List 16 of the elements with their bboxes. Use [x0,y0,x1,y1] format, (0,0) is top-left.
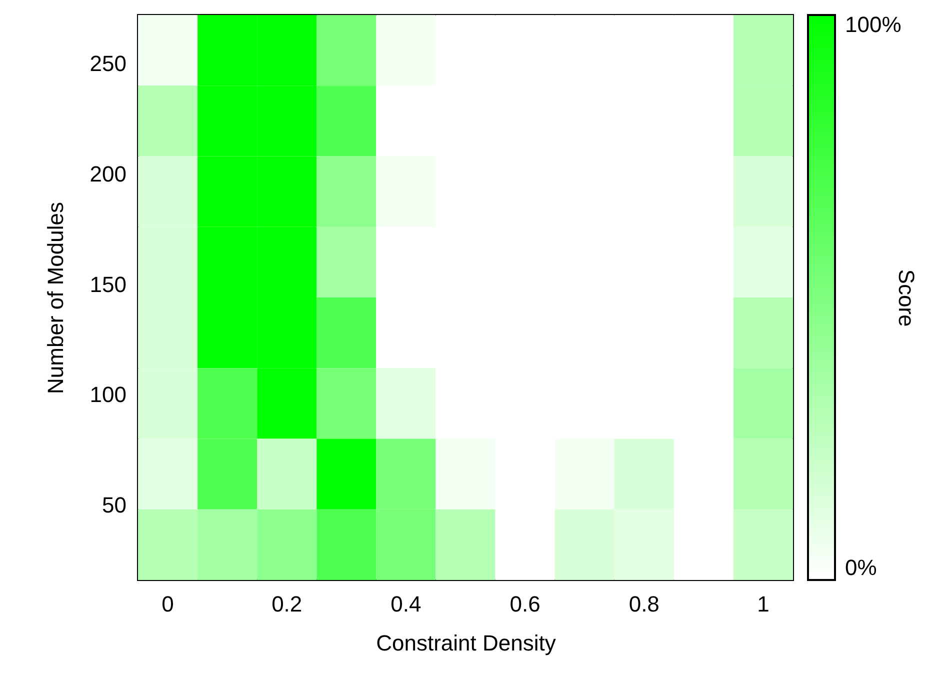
x-tick-label: 0 [162,592,174,616]
y-axis-title: Number of Modules [42,202,68,394]
color-bar-label: 100% [845,12,902,37]
y-tick-label: 250 [90,51,126,76]
x-tick-label: 0.6 [510,592,540,616]
y-tick-label: 200 [90,161,126,186]
color-bar-title: Score [894,269,919,327]
x-tick-label: 0.2 [272,592,302,616]
x-tick-label: 1 [757,592,770,616]
x-tick-label: 0.8 [628,592,660,616]
y-tick-label: 150 [90,272,126,297]
x-axis-title: Constraint Density [376,630,556,656]
x-tick-label: 0.4 [390,592,422,616]
y-tick-label: 50 [102,492,126,518]
color-bar-label: 0% [845,555,877,580]
y-tick-label: 100 [90,382,126,408]
